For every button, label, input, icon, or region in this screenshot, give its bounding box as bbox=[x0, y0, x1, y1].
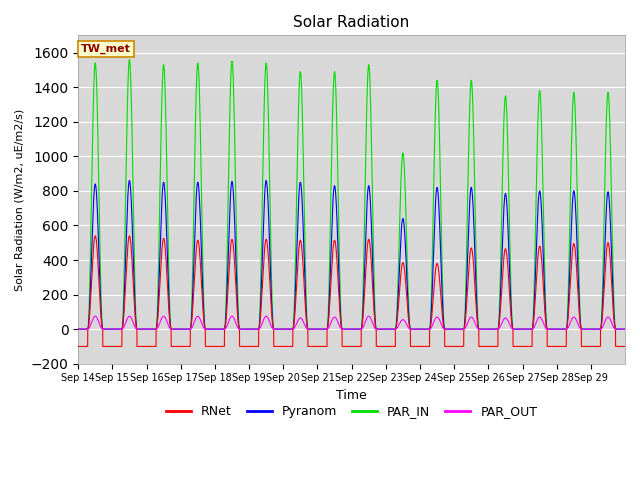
Y-axis label: Solar Radiation (W/m2, uE/m2/s): Solar Radiation (W/m2, uE/m2/s) bbox=[15, 108, 25, 291]
Text: TW_met: TW_met bbox=[81, 44, 131, 54]
X-axis label: Time: Time bbox=[336, 389, 367, 402]
Legend: RNet, Pyranom, PAR_IN, PAR_OUT: RNet, Pyranom, PAR_IN, PAR_OUT bbox=[161, 400, 542, 423]
Line: Pyranom: Pyranom bbox=[78, 180, 625, 329]
Line: PAR_OUT: PAR_OUT bbox=[78, 316, 625, 329]
Title: Solar Radiation: Solar Radiation bbox=[294, 15, 410, 30]
Line: PAR_IN: PAR_IN bbox=[78, 60, 625, 329]
Line: RNet: RNet bbox=[78, 236, 625, 347]
